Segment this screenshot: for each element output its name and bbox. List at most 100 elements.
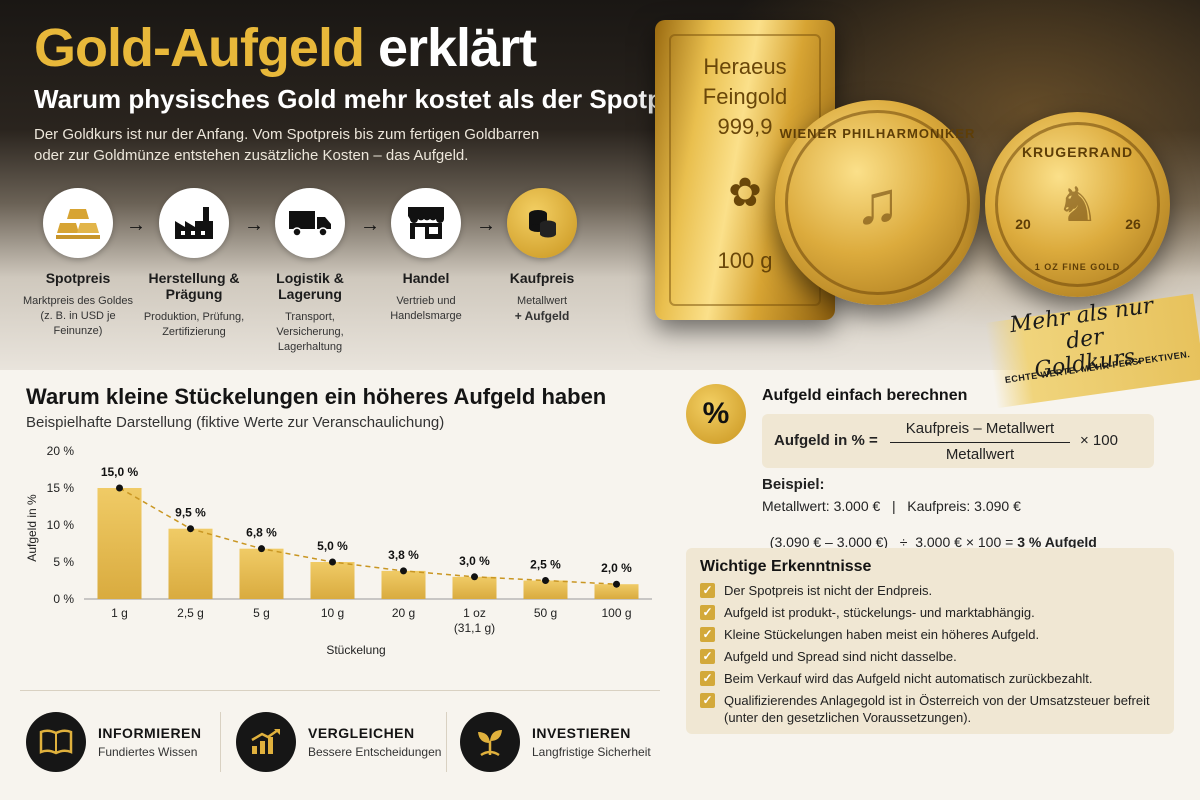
x-tick-sublabel: (31,1 g) [454,621,495,635]
x-tick-label: 50 g [534,606,557,620]
data-label: 2,5 % [530,558,561,572]
step-desc: Marktpreis des Goldes (z. B. in USD je F… [22,295,134,337]
premium-bar-chart: Aufgeld in % Stückelung 0 % 5 % 10 % 15 % 20… [25,444,652,657]
data-point [329,558,336,566]
title-gold-part: Gold-Aufgeld [34,18,365,78]
footer-vergleichen: VERGLEICHEN Bessere Entscheidungen [236,712,441,772]
y-axis-label: Aufgeld in % [25,494,39,562]
y-tick-label: 20 % [47,444,75,458]
insights-panel: Wichtige Erkenntnisse ✓ Der Spotpreis ist… [686,548,1174,734]
arrow-right-icon: → [244,214,264,236]
footer-separator [220,712,221,772]
bar [239,548,284,599]
x-tick-label: 10 g [321,606,344,620]
coin-inscription: WIENER PHILHARMONIKER [779,126,976,141]
intro-line: Der Goldkurs ist nur der Anfang. Vom Spo… [34,126,540,143]
growth-chart-icon [236,712,296,772]
y-tick-label: 0 % [53,592,74,606]
data-point [187,525,194,533]
step-desc: Produktion, Prüfung, Zertifizierung [143,311,245,338]
page-title: Gold-Aufgeld erklärt [34,18,537,78]
chart-section-subtitle: Beispielhafte Darstellung (fiktive Werte… [26,414,445,431]
bar-purity: 999,9 [717,114,773,139]
bar [452,576,497,599]
footer-investieren: INVESTIEREN Langfristige Sicherheit [460,712,651,772]
formula-lhs: Aufgeld in % = [774,432,878,449]
coin-year-right: 26 [1125,216,1141,232]
footer-informieren: INFORMIEREN Fundiertes Wissen [26,712,202,772]
intro-text: Der Goldkurs ist nur der Anfang. Vom Spo… [34,124,634,166]
philharmoniker-coin: WIENER PHILHARMONIKER ♫ [775,100,980,305]
coin-fineness: 1 OZ FINE GOLD [1034,262,1121,272]
step-spotpreis: Spotpreis Marktpreis des Goldes (z. B. i… [20,188,136,339]
step-desc-bold: + Aufgeld [514,309,570,323]
example-result: 3 % Aufgeld [1017,534,1097,550]
percent-icon: % [686,384,746,444]
data-point [613,580,620,588]
insight-text: Aufgeld und Spread sind nicht dasselbe. [724,649,957,664]
coins-stack-icon [507,188,577,258]
factory-icon [159,188,229,258]
checkbox-icon: ✓ [700,693,715,708]
footer-separator [446,712,447,772]
data-label: 5,0 % [317,539,348,553]
bar [381,570,426,599]
y-tick-label: 5 % [53,555,74,569]
data-label: 3,8 % [388,548,419,562]
footer-divider [20,690,660,691]
bar-purity-label: Feingold [702,84,788,109]
bar [97,488,142,599]
page-subtitle: Warum physisches Gold mehr kostet als de… [34,84,710,114]
springbok-icon: ♞ [1055,178,1100,232]
footer-sub: Fundiertes Wissen [98,745,198,759]
data-label: 3,0 % [459,554,490,568]
step-desc: Vertrieb und Handelsmarge [390,295,462,322]
footer-sub: Langfristige Sicherheit [532,745,651,759]
checkbox-icon: ✓ [700,605,715,620]
list-item: ✓ Qualifizierendes Anlagegold ist in Öste… [700,692,1160,726]
x-axis-label: Stückelung [326,643,385,657]
formula-multiplier: × 100 [1080,432,1118,449]
data-point [116,484,123,492]
list-item: ✓ Beim Verkauf wird das Aufgeld nicht aut… [700,670,1160,687]
insight-text: Aufgeld ist produkt-, stückelungs- und m… [724,605,1035,620]
arrow-right-icon: → [476,214,496,236]
x-tick-label: 1 g [111,606,128,620]
example-calculation: (3.090 € – 3.000 €) ÷ 3.000 € × 100 = 3 … [762,518,1097,550]
coin-inscription: KRUGERRAND [1021,144,1134,160]
checkbox-icon: ✓ [700,627,715,642]
bar [523,580,568,599]
data-label: 9,5 % [175,506,206,520]
bar-weight: 100 g [717,248,773,273]
x-tick-label: 2,5 g [177,606,204,620]
coin-year-left: 20 [1015,216,1031,232]
plant-icon [460,712,520,772]
bar [310,562,355,599]
formula-box: Aufgeld in % = Kaufpreis – Metallwert Me… [762,414,1154,468]
chart-section-header: Warum kleine Stückelungen ein höheres Au… [26,384,606,431]
footer-title: VERGLEICHEN [308,725,415,741]
x-tick-label: 1 oz [463,606,486,620]
insight-text: Der Spotpreis ist nicht der Endpreis. [724,583,933,598]
gold-bars-icon [43,188,113,258]
checkbox-icon: ✓ [700,649,715,664]
arrow-right-icon: → [360,214,380,236]
checkbox-icon: ✓ [700,583,715,598]
data-point [542,577,549,584]
data-label: 15,0 % [101,465,139,479]
step-desc-line: Metallwert [516,295,568,307]
formula-numerator: Kaufpreis – Metallwert [905,420,1055,437]
step-handel: Handel Vertrieb und Handelsmarge [368,188,484,324]
insight-text: Beim Verkauf wird das Aufgeld nicht auto… [724,671,1093,686]
book-icon [26,712,86,772]
bar [594,584,639,599]
insight-text: Kleine Stückelungen haben meist ein höhe… [724,627,1040,642]
list-item: ✓ Aufgeld ist produkt-, stückelungs- und … [700,604,1160,621]
bar [168,528,213,599]
data-point [400,567,407,575]
y-tick-label: 10 % [47,518,75,532]
step-name: Spotpreis [45,270,111,286]
intro-line: oder zur Goldmünze entstehen zusätzliche… [34,147,469,164]
example-label: Beispiel: [762,476,825,493]
bar-seal-icon: ✿ [728,171,762,215]
